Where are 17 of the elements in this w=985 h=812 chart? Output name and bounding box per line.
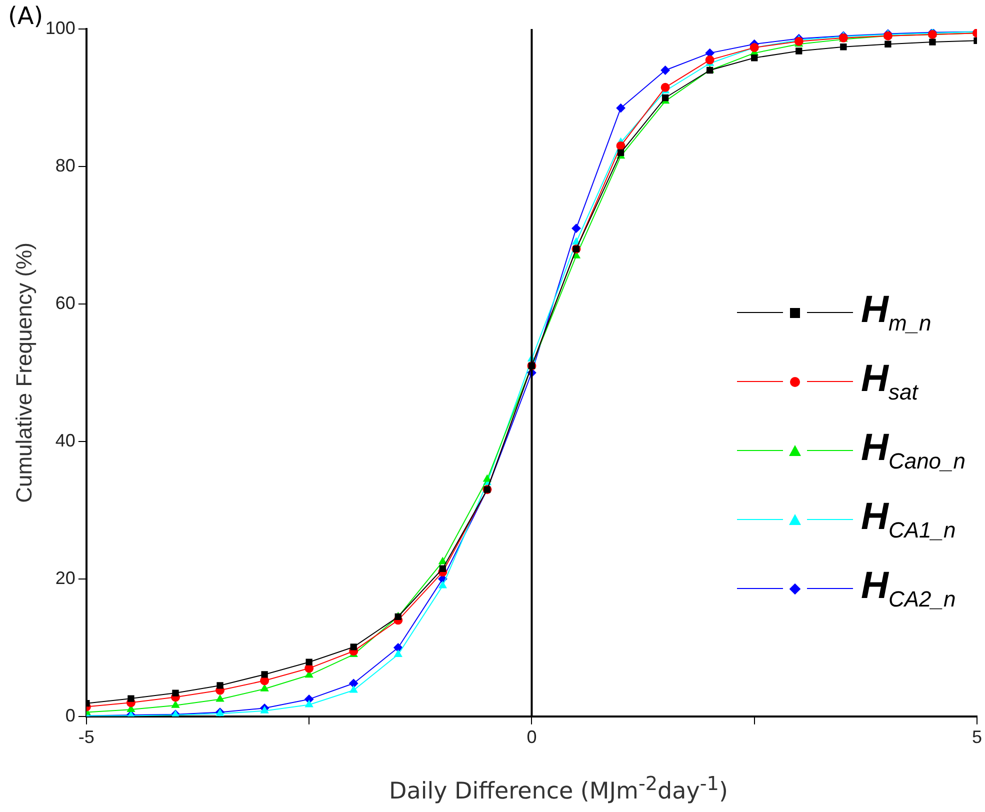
y-tick-label: 0: [65, 705, 76, 726]
chart-title: (A): [8, 2, 44, 30]
y-tick-label: 20: [55, 568, 76, 588]
legend-label: H$_{sat}$: [861, 358, 918, 406]
x-axis-title: Daily Difference (MJm$^{-2}$day$^{-1}$): [388, 772, 729, 805]
legend-label: H$_{CA2_n}$: [861, 564, 956, 612]
x-tick-label: -5: [78, 727, 94, 748]
legend-label: H$_{CA1_n}$: [861, 496, 956, 544]
x-tick-label: 5: [972, 727, 982, 748]
y-tick-label: 80: [55, 155, 76, 176]
y-axis-title: Cumulative Frequency (%): [11, 242, 36, 503]
y-tick-label: 40: [55, 430, 76, 450]
x-tick-label: 0: [526, 727, 537, 748]
y-tick-label: 60: [55, 292, 76, 313]
y-tick-label: 100: [45, 18, 76, 38]
legend-label: H$_{Cano_n}$: [861, 426, 966, 474]
legend-label: H$_{m_n}$: [861, 288, 932, 336]
